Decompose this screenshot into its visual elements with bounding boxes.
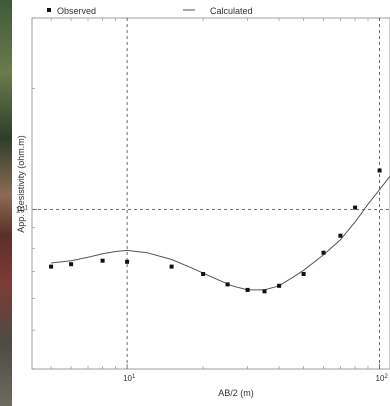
legend-observed-label: Observed [57,6,96,16]
observed-point [377,168,382,173]
legend-observed-marker [47,8,51,12]
observed-series [49,168,382,294]
legend-calculated-label: Calculated [210,6,253,16]
photo-strip-left [0,0,12,406]
observed-point [49,264,54,269]
plot-frame [31,17,390,370]
observed-point [277,283,282,288]
observed-point [100,258,105,263]
observed-point [125,259,130,264]
observed-point [321,250,326,255]
y-tick-label: 101 [16,205,29,214]
observed-point [169,264,174,269]
legend: Observed Calculated [47,6,253,16]
calculated-curve [51,175,390,291]
y-axis-label: App. Resistivity (ohm.m) [16,135,26,233]
x-tick-label: 102 [376,374,389,383]
observed-point [338,233,343,238]
observed-point [225,282,230,287]
grid-lines [32,18,390,369]
observed-point [262,289,267,294]
observed-point [301,272,306,276]
observed-point [201,272,206,276]
axis-ticks: 101 102 101 [16,17,389,383]
calculated-series [51,175,390,291]
observed-point [69,262,74,267]
observed-point [245,287,250,292]
x-tick-label: 101 [123,374,136,383]
observed-point [353,205,358,210]
x-axis-label: AB/2 (m) [218,388,254,398]
